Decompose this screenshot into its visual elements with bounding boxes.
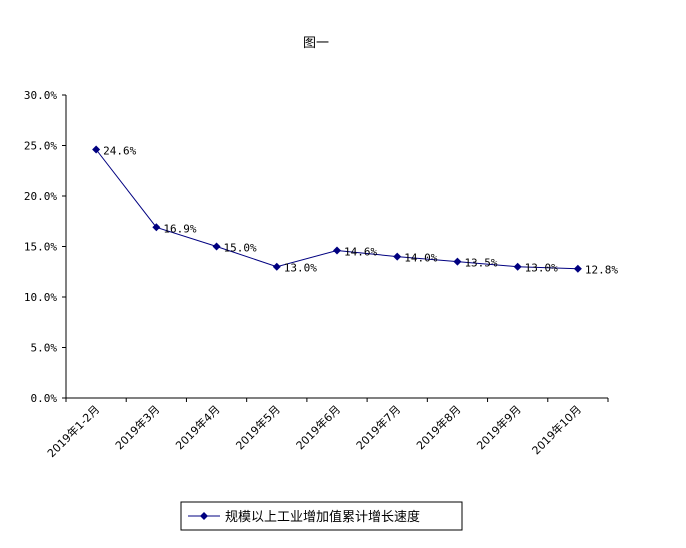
data-label: 13.5% [464,257,497,270]
x-tick-label: 2019年9月 [474,402,524,452]
legend-label: 规模以上工业增加值累计增长速度 [225,509,420,525]
data-label: 16.9% [163,222,196,235]
data-label: 14.6% [344,246,377,259]
x-tick-label: 2019年6月 [293,402,343,452]
legend: 规模以上工业增加值累计增长速度 [180,501,463,531]
x-tick-label: 2019年10月 [529,402,584,457]
data-point-marker [573,264,582,273]
legend-box [180,501,463,531]
x-tick-label: 2019年7月 [353,402,403,452]
y-tick-label: 0.0% [31,392,58,405]
x-tick-label: 2019年3月 [112,402,162,452]
data-label: 13.0% [284,262,317,275]
y-tick-labels: 0.0% 5.0% 10.0% 15.0% 20.0% 25.0% 30.0% [24,89,57,405]
y-tick-label: 20.0% [24,190,57,203]
data-point-marker [393,252,402,261]
y-tick-label: 30.0% [24,89,57,102]
series-group: 24.6% 16.9% 15.0% 13.0% 14.6% 14.0% 13.5% 13.0%… [92,145,618,277]
x-tick-label: 2019年8月 [413,402,463,452]
data-point-marker [92,145,101,154]
data-point-marker [513,262,522,271]
data-label: 15.0% [224,242,257,255]
data-point-marker [152,223,161,232]
x-tick-labels: 2019年1-2月 2019年3月 2019年4月 2019年5月 2019年6月 201… [44,402,584,460]
y-tick-label: 25.0% [24,140,57,153]
axes [62,94,609,402]
x-tick-label: 2019年1-2月 [44,402,102,460]
x-tick-label: 2019年4月 [172,402,222,452]
data-point-marker [272,262,281,271]
legend-marker [200,512,208,520]
chart-title: 图一 [303,36,329,51]
data-label: 14.0% [404,252,437,265]
data-label: 13.0% [525,262,558,275]
x-tick-label: 2019年5月 [233,402,283,452]
data-label: 12.8% [585,264,618,277]
data-point-marker [333,246,341,255]
data-point-marker [212,242,221,251]
y-tick-label: 5.0% [31,342,58,355]
data-label: 24.6% [103,145,136,158]
y-tick-label: 15.0% [24,241,57,254]
data-point-marker [453,257,462,266]
y-tick-label: 10.0% [24,291,57,304]
